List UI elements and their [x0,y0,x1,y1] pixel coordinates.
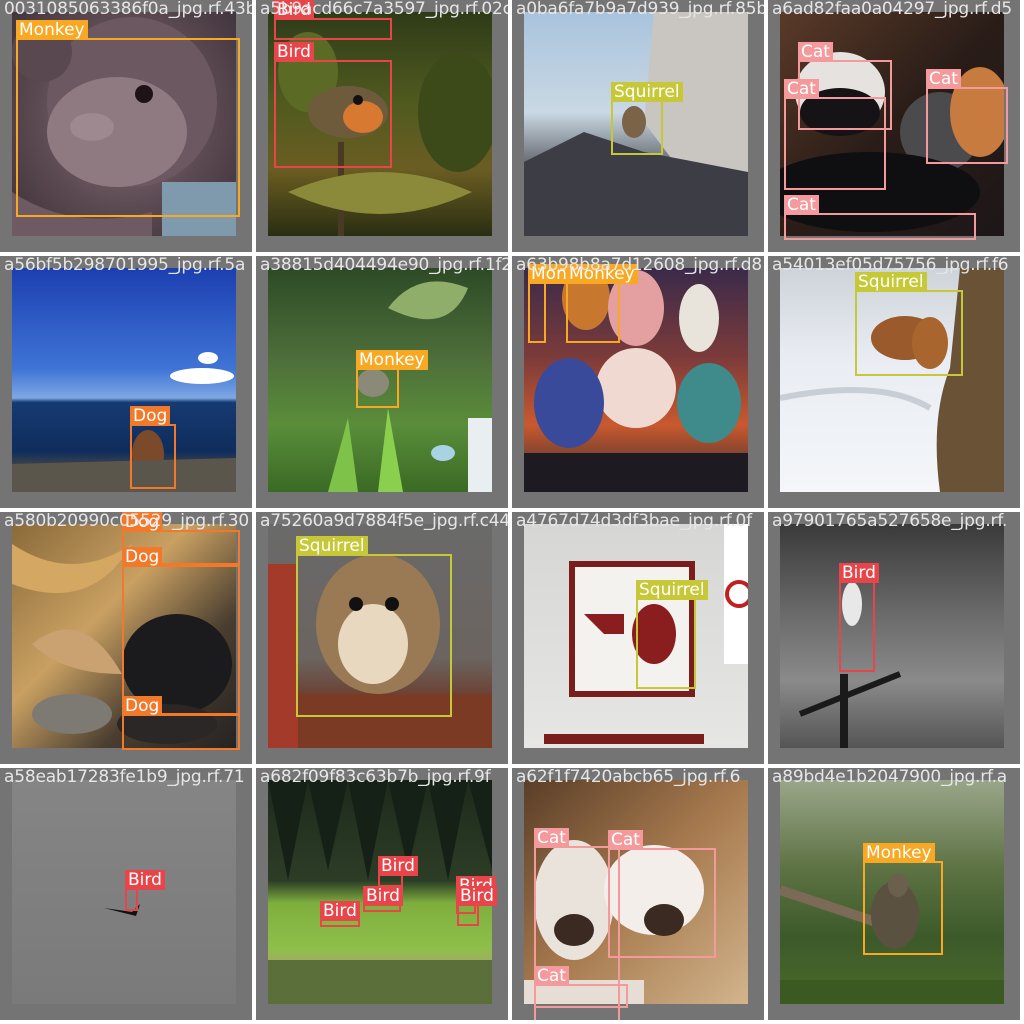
bbox-label: Dog [122,512,163,532]
image-filename: a62f1f7420abcb65_jpg.rf.6 [516,768,741,787]
mosaic-tile: a54013ef05d75756_jpg.rf.f6 Squirrel [768,256,1020,508]
image-filename: a54013ef05d75756_jpg.rf.f6 [772,256,1009,275]
bbox-squirrel: Squirrel [855,272,963,376]
bbox-label: Bird [378,856,418,876]
bbox-label: Monkey [16,20,88,40]
mosaic-tile: a5b9acd66c7a3597_jpg.rf.02c Bird Bird [256,0,508,252]
mosaic-tile: a682f09f83c63b7b_jpg.rf.9f Bird Bird Bir… [256,768,508,1020]
mosaic-tile: 0031085063386f0a_jpg.rf.43b Monkey [0,0,252,252]
image-filename: a0ba6fa7b9a7d939_jpg.rf.85b [516,0,764,19]
bbox-label: Squirrel [296,536,368,556]
image-filename: a89bd4e1b2047900_jpg.rf.a [772,768,1007,787]
bbox-label: Dog [130,406,171,426]
image-filename: a6ad82faa0a04297_jpg.rf.d5 [772,0,1012,19]
bbox-dog: Dog [122,696,240,750]
bbox-dog: Dog [122,512,240,565]
image-filename: a580b20990c05529_jpg.rf.30 [4,512,249,531]
bbox-monkey: Monkey [16,20,240,217]
photo-baboon [780,780,1004,1004]
mosaic-tile: a62f1f7420abcb65_jpg.rf.6 Cat Cat Cat [512,768,764,1020]
bbox-bird: Bird [125,870,165,911]
bbox-bird: Bird [320,901,360,927]
bbox-label: Monkey [863,843,935,863]
bbox-squirrel: Squirrel [611,82,683,155]
bbox-cat: Cat [784,79,886,190]
photo-dog-coast [12,268,236,492]
bbox-bird: Bird [378,856,418,887]
bbox-dog: Dog [130,406,176,489]
bbox-label: Cat [784,79,819,99]
bbox-label: Squirrel [611,82,683,102]
bbox-dog: Dog [122,547,240,715]
bbox-squirrel: Squirrel [296,536,452,717]
image-filename: a682f09f83c63b7b_jpg.rf.9f [260,768,491,787]
photo-squirrel-snow [780,268,1004,492]
bbox-label: Bird [320,901,360,921]
mosaic-tile: a6ad82faa0a04297_jpg.rf.d5 Cat Cat Cat C… [768,0,1020,252]
mosaic-tile: a56bf5b298701995_jpg.rf.5a Dog [0,256,252,508]
bbox-bird: Bird [274,42,392,168]
bbox-cat: Cat [534,828,620,1020]
mosaic-tile: a75260a9d7884f5e_jpg.rf.c44 Squirrel [256,512,508,764]
bbox-label: Bird [274,42,314,62]
bbox-monkey: Monkey [356,350,428,408]
mosaic-tile: a0ba6fa7b9a7d939_jpg.rf.85b Squirrel [512,0,764,252]
photo-squirrel-rocks [524,12,748,236]
image-filename: a63b98b8a7d12608_jpg.rf.d8 [516,256,762,275]
bbox-label: Cat [926,69,961,89]
bbox-monkey: Monkey [566,264,638,343]
photo-sign [524,524,748,748]
bbox-label: Cat [534,828,569,848]
bbox-label: Bird [274,0,314,20]
bbox-bird: Bird [274,0,392,40]
bbox-monkey: Monkey [863,843,943,955]
mosaic-tile: a580b20990c05529_jpg.rf.30 Dog Dog Dog [0,512,252,764]
image-filename: a38815d404494e90_jpg.rf.1f2 [260,256,508,275]
bbox-bird: Bird [839,563,879,672]
photo-plush-monkey [12,12,236,236]
mosaic-tile: a4767d74d3df3bae_jpg.rf.0f Squirrel [512,512,764,764]
bbox-cat: Cat [534,966,628,1008]
photo-painting [524,268,748,492]
bbox-label: Cat [608,830,643,850]
photo-robin [268,12,492,236]
bbox-monkey: Monkey [528,264,600,343]
bbox-cat: Cat [784,195,976,240]
bbox-label: Monkey [566,264,638,284]
bbox-bird: Bird [457,886,497,926]
bbox-squirrel: Squirrel [636,580,708,689]
mosaic-tile: a97901765a527658e_jpg.rf. Bird [768,512,1020,764]
bbox-cat: Cat [926,69,1008,164]
mosaic-tile: a63b98b8a7d12608_jpg.rf.d8 Monkey Monkey [512,256,764,508]
photo-heron [780,524,1004,748]
bbox-bird: Bird [363,886,403,912]
bbox-label: Dog [122,547,163,567]
mosaic-tile: a38815d404494e90_jpg.rf.1f2 Monkey [256,256,508,508]
photo-chipmunk [268,524,492,748]
bbox-label: Monkey [356,350,428,370]
bbox-label: Bird [457,886,497,906]
bbox-label: Bird [839,563,879,583]
mosaic-tile: a58eab17283fe1b9_jpg.rf.71 Bird [0,768,252,1020]
mosaic-tile: a89bd4e1b2047900_jpg.rf.a Monkey [768,768,1020,1020]
bbox-label: Squirrel [636,580,708,600]
bbox-label: Dog [122,696,163,716]
bbox-label: Cat [534,966,569,986]
image-filename: a4767d74d3df3bae_jpg.rf.0f [516,512,752,531]
image-filename: 0031085063386f0a_jpg.rf.43b [4,0,252,19]
bbox-label: Bird [125,870,165,890]
bbox-label: Squirrel [855,272,927,292]
bbox-cat: Cat [608,830,716,958]
image-filename: a58eab17283fe1b9_jpg.rf.71 [4,768,245,787]
bbox-label: Cat [798,42,833,62]
image-filename: a56bf5b298701995_jpg.rf.5a [4,256,246,275]
image-filename: a5b9acd66c7a3597_jpg.rf.02c [260,0,508,19]
image-filename: a75260a9d7884f5e_jpg.rf.c44 [260,512,508,531]
bbox-label: Cat [784,195,819,215]
photo-bird-sky [12,780,236,1004]
image-filename: a97901765a527658e_jpg.rf. [772,512,1008,531]
bbox-label: Bird [363,886,403,906]
photo-monkey-jungle [268,268,492,492]
